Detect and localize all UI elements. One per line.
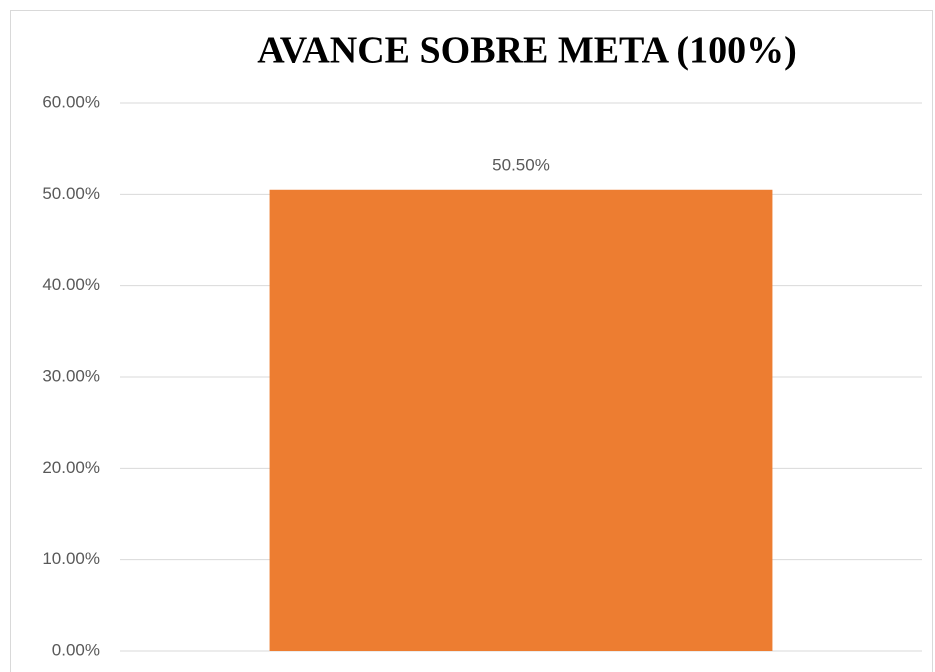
y-tick-label: 0.00%	[52, 640, 100, 659]
y-tick-label: 50.00%	[42, 184, 100, 203]
y-tick-label: 60.00%	[42, 92, 100, 111]
y-tick-label: 20.00%	[42, 458, 100, 477]
chart-title: AVANCE SOBRE META (100%)	[257, 30, 796, 72]
y-tick-label: 10.00%	[42, 549, 100, 568]
bar	[269, 189, 773, 651]
y-tick-label: 40.00%	[42, 275, 100, 294]
data-label: 50.50%	[492, 155, 550, 174]
y-tick-label: 30.00%	[42, 366, 100, 385]
